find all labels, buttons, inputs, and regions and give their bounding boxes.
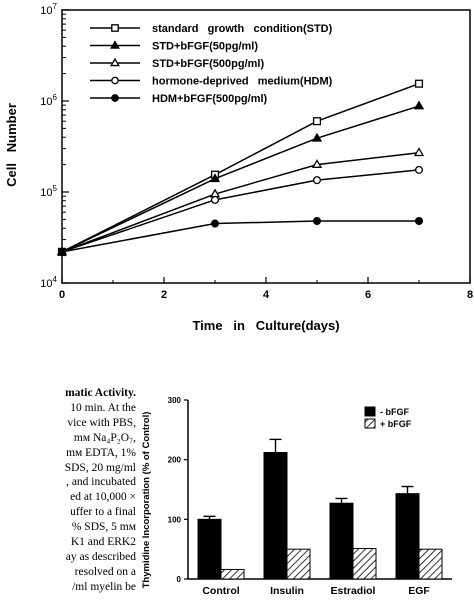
y-tick-label: 0: [177, 575, 182, 584]
data-point: [414, 165, 424, 174]
body-text-fragment: matic Activity. 10 min. At the vice with P…: [0, 386, 140, 607]
legend-label: hormone-deprived medium(HDM): [152, 76, 333, 88]
x-tick-label: 0: [59, 289, 65, 301]
series-line: [61, 169, 420, 253]
growth-curve-legend: standard growth condition(STD) STD+bFGF(5…: [90, 23, 333, 105]
body-text-line: matic Activity.: [65, 387, 136, 399]
data-point: [210, 195, 220, 204]
growth-curve-chart: 0 2 4 6 8 104 105 106 107 standard growth condit…: [4, 2, 473, 333]
legend-swatch: [364, 406, 376, 417]
body-text-line: resolved on a: [74, 565, 136, 578]
bar-chart-legend: - bFGF + bFGF: [364, 406, 412, 429]
legend-label: standard growth condition(STD): [152, 23, 333, 35]
data-point: [312, 176, 322, 185]
y-tick-label: 104: [40, 275, 57, 290]
body-text-line: % SDS, 5 mм: [71, 521, 136, 534]
data-point: [209, 173, 221, 183]
body-text-line: mм EDTA, 1%: [66, 446, 136, 459]
thymidine-bar-chart: 0 100 200 300 Control Insulin Estradiol EGF - b…: [141, 396, 452, 597]
bar-chart-y-label: Thymidine Incorporation (% of Control): [141, 412, 152, 589]
bar: [286, 548, 311, 580]
x-tick-label: 8: [467, 289, 473, 301]
growth-curve-series: [56, 79, 425, 256]
body-text-line: , and incubated: [66, 476, 136, 489]
legend-label: + bFGF: [380, 419, 412, 429]
body-text-line: ed at 10,000 ×: [70, 491, 136, 504]
growth-curve-x-label: Time in Culture(days): [192, 318, 339, 333]
legend-swatch: [364, 418, 376, 429]
body-text-line: mм Na₄P₂O₇,: [73, 431, 136, 444]
data-point: [311, 159, 323, 168]
data-point: [110, 57, 120, 67]
series-group: [57, 216, 424, 256]
data-point: [413, 147, 425, 157]
legend-label: STD+bFGF(50pg/ml): [152, 41, 258, 53]
x-tick-label: 2: [161, 289, 167, 301]
category-label: Insulin: [270, 585, 304, 597]
series-line: [61, 220, 419, 253]
body-text-line: ay as described: [65, 550, 136, 563]
growth-curve-axes: 0 2 4 6 8 104 105 106 107: [40, 2, 473, 301]
y-tick-label: 100: [168, 515, 182, 524]
bar: [352, 548, 377, 580]
data-point: [311, 132, 323, 142]
body-text-line: vice with PBS,: [67, 416, 136, 429]
y-tick-label: 106: [40, 93, 57, 108]
body-text-line: uffer to a final: [70, 506, 136, 519]
bar-chart-axes: 0 100 200 300 Control Insulin Estradiol EGF: [168, 396, 452, 597]
growth-curve-y-label: Cell Number: [4, 103, 19, 187]
bar: [329, 502, 354, 580]
x-tick-label: 4: [263, 289, 270, 301]
bar: [220, 568, 245, 580]
y-tick-label: 107: [40, 2, 57, 17]
data-point: [210, 219, 220, 228]
series-group: [56, 147, 425, 256]
y-tick-label: 300: [168, 396, 182, 405]
series-group: [57, 79, 424, 256]
y-tick-label: 105: [40, 184, 57, 199]
bar: [395, 493, 420, 580]
data-point: [110, 40, 120, 49]
legend-label: - bFGF: [380, 407, 409, 417]
data-point: [414, 79, 424, 88]
x-tick-label: 6: [365, 289, 371, 301]
series-line: [61, 105, 420, 253]
legend-label: HDM+bFGF(500pg/ml): [152, 93, 268, 105]
data-point: [57, 247, 67, 256]
category-label: Control: [202, 585, 239, 597]
data-point: [414, 216, 424, 226]
body-text-line: K1 and ERK2: [70, 536, 136, 549]
y-tick-label: 200: [168, 456, 182, 465]
data-point: [413, 100, 425, 110]
body-text-line: /ml myelin be: [72, 580, 136, 593]
category-label: Estradiol: [331, 585, 376, 597]
series-line: [61, 82, 420, 253]
data-point: [111, 76, 119, 85]
plot-frame: [61, 9, 471, 284]
series-group: [56, 100, 425, 256]
bar-chart-bars: [197, 438, 443, 580]
data-point: [312, 117, 322, 126]
data-point: [312, 216, 322, 226]
body-text-line: 10 min. At the: [70, 401, 136, 414]
series-line: [61, 152, 420, 253]
data-point: [111, 94, 119, 102]
legend-label: STD+bFGF(500pg/ml): [152, 58, 264, 70]
data-point: [111, 24, 119, 32]
bar: [263, 452, 288, 580]
bar: [197, 518, 222, 580]
category-label: EGF: [408, 585, 430, 597]
bar: [418, 548, 443, 580]
body-text-line: SDS, 20 mg/ml: [64, 461, 136, 474]
